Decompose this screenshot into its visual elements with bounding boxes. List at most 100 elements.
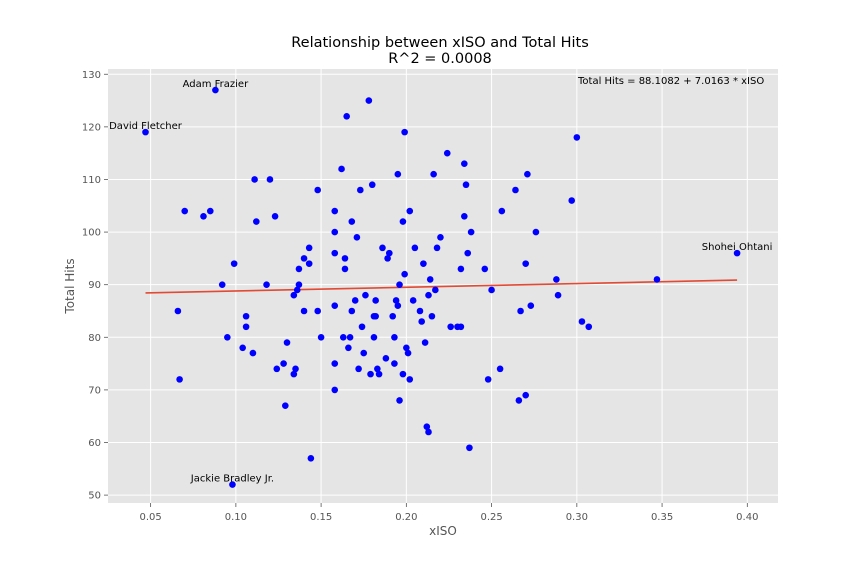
- scatter-point: [428, 312, 436, 320]
- scatter-point: [242, 312, 250, 320]
- scatter-point: [341, 265, 349, 273]
- scatter-point: [421, 339, 429, 346]
- scatter-point: [385, 249, 393, 257]
- scatter-point: [382, 355, 390, 362]
- point-labels: Adam Frazier David Fletcher Shohei Ohtani J…: [109, 79, 772, 485]
- scatter-point: [200, 212, 207, 220]
- chart-title: Relationship between xISO and Total Hits: [291, 35, 589, 51]
- scatter-point: [461, 212, 468, 220]
- scatter-point: [462, 181, 470, 189]
- chart-subtitle: R^2 = 0.0008: [388, 51, 492, 67]
- scatter-point: [341, 255, 349, 262]
- scatter-point: [314, 186, 321, 194]
- x-tick-label: 0.30: [566, 512, 588, 523]
- scatter-point: [447, 323, 454, 331]
- scatter-point: [239, 344, 246, 352]
- scatter-point: [331, 207, 339, 215]
- scatter-point: [249, 349, 257, 357]
- scatter-point: [467, 228, 475, 236]
- scatter-point: [443, 149, 451, 157]
- scatter-point: [394, 170, 402, 178]
- scatter-point: [423, 423, 431, 431]
- scatter-point: [733, 249, 741, 257]
- scatter-point: [282, 402, 289, 409]
- y-tick-label: 80: [88, 333, 101, 344]
- scatter-point: [379, 244, 386, 252]
- scatter-point: [573, 134, 581, 141]
- scatter-point: [406, 376, 414, 383]
- y-tick-label: 60: [88, 438, 101, 449]
- scatter-point: [266, 176, 274, 183]
- scatter-point: [263, 281, 270, 288]
- scatter-point: [251, 176, 258, 183]
- scatter-point: [399, 370, 407, 378]
- scatter-point: [496, 365, 504, 373]
- scatter-point: [331, 386, 339, 394]
- scatter-point: [392, 297, 400, 304]
- x-tick-label: 0.15: [310, 512, 332, 523]
- scatter-point: [370, 333, 378, 341]
- scatter-point: [142, 128, 149, 136]
- y-tick-label: 120: [82, 122, 101, 133]
- scatter-point: [348, 307, 356, 315]
- scatter-point: [305, 260, 313, 267]
- scatter-point: [206, 207, 214, 215]
- scatter-point: [568, 197, 576, 204]
- scatter-point: [273, 365, 281, 373]
- scatter-point: [365, 97, 373, 104]
- scatter-point: [314, 307, 321, 315]
- scatter-point: [425, 428, 432, 436]
- scatter-point: [403, 344, 410, 352]
- scatter-point: [389, 312, 397, 320]
- scatter-point: [367, 370, 374, 378]
- scatter-point: [391, 360, 398, 367]
- x-tick-label: 0.20: [395, 512, 417, 523]
- y-tick-label: 100: [82, 228, 101, 239]
- scatter-point: [372, 297, 379, 304]
- scatter-point: [290, 370, 298, 378]
- scatter-point: [368, 181, 376, 189]
- scatter-point: [357, 186, 364, 194]
- scatter-point: [331, 249, 339, 257]
- scatter-point: [353, 234, 361, 241]
- scatter-point: [416, 307, 424, 315]
- scatter-point: [307, 454, 315, 462]
- scatter-point: [517, 307, 524, 315]
- scatter-point: [253, 218, 260, 225]
- scatter-point: [355, 365, 362, 373]
- scatter-point: [271, 212, 279, 220]
- scatter-point: [295, 281, 303, 288]
- scatter-point: [374, 365, 381, 373]
- scatter-point: [331, 228, 339, 236]
- x-axis-ticks: 0.05 0.10 0.15 0.20 0.25 0.30 0.35 0.40: [139, 503, 758, 523]
- point-label: David Fletcher: [109, 121, 183, 132]
- scatter-point: [283, 339, 291, 346]
- scatter-point: [362, 291, 369, 299]
- scatter-point: [290, 291, 298, 299]
- scatter-point: [280, 360, 287, 367]
- point-label: Adam Frazier: [183, 79, 250, 90]
- data-points: [142, 86, 741, 488]
- scatter-point: [437, 234, 444, 241]
- x-tick-label: 0.40: [736, 512, 758, 523]
- scatter-point: [432, 286, 439, 294]
- scatter-point: [404, 349, 412, 357]
- scatter-point: [229, 481, 236, 488]
- scatter-point: [430, 170, 437, 178]
- scatter-point: [401, 270, 408, 278]
- point-label: Jackie Bradley Jr.: [190, 474, 274, 485]
- scatter-point: [242, 323, 250, 331]
- scatter-point: [391, 333, 398, 341]
- scatter-point: [394, 302, 402, 310]
- grid-lines: [108, 69, 778, 503]
- y-tick-label: 50: [88, 491, 101, 502]
- scatter-point: [399, 218, 407, 225]
- scatter-point: [230, 260, 238, 267]
- scatter-point: [522, 391, 529, 399]
- scatter-point: [481, 265, 489, 273]
- scatter-point: [346, 333, 354, 341]
- scatter-point: [578, 318, 586, 325]
- scatter-point: [375, 370, 383, 378]
- y-axis-label: Total Hits: [63, 258, 77, 314]
